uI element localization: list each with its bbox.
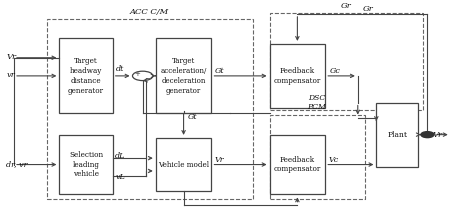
- Text: Feedback
compensator: Feedback compensator: [274, 67, 321, 85]
- Bar: [376, 103, 418, 167]
- Text: Vr: Vr: [7, 53, 17, 61]
- Text: Gt: Gt: [215, 67, 225, 75]
- Text: Feedback
compensator: Feedback compensator: [274, 156, 321, 174]
- Text: Target
acceleration/
deceleration
generator: Target acceleration/ deceleration genera…: [160, 57, 207, 95]
- Text: ACC C/M: ACC C/M: [130, 8, 169, 16]
- Bar: [270, 115, 365, 199]
- Text: Vehicle model: Vehicle model: [158, 160, 209, 169]
- Text: vL: vL: [115, 173, 125, 181]
- Text: Gt: Gt: [188, 113, 198, 121]
- Text: Gc: Gc: [330, 67, 341, 75]
- Bar: [59, 39, 113, 113]
- Bar: [270, 44, 325, 108]
- Bar: [155, 39, 211, 113]
- Bar: [270, 13, 423, 110]
- Text: +: +: [134, 71, 140, 77]
- Text: DSC
PCM: DSC PCM: [308, 94, 326, 111]
- Text: dL: dL: [115, 152, 126, 160]
- Text: Target
headway
distance
generator: Target headway distance generator: [68, 57, 104, 95]
- Text: Vr: Vr: [215, 156, 224, 164]
- Text: dr, vr: dr, vr: [6, 160, 27, 168]
- Text: −: −: [144, 74, 150, 83]
- Text: Selection
leading
vehicle: Selection leading vehicle: [69, 151, 103, 178]
- Bar: [46, 19, 253, 199]
- Bar: [155, 138, 211, 191]
- Text: vr: vr: [7, 71, 16, 79]
- Text: Vc: Vc: [328, 156, 339, 164]
- Text: Gr: Gr: [341, 2, 352, 10]
- Bar: [59, 135, 113, 194]
- Text: dt: dt: [116, 65, 125, 73]
- Text: Vr: Vr: [433, 131, 443, 139]
- Bar: [270, 135, 325, 194]
- Text: Plant: Plant: [387, 131, 407, 139]
- Circle shape: [421, 132, 434, 138]
- Text: Gr: Gr: [363, 5, 373, 13]
